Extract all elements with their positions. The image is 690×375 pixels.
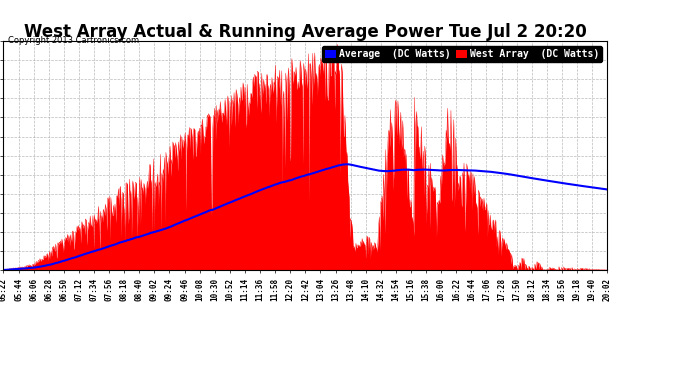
Legend: Average  (DC Watts), West Array  (DC Watts): Average (DC Watts), West Array (DC Watts… <box>322 46 602 62</box>
Title: West Array Actual & Running Average Power Tue Jul 2 20:20: West Array Actual & Running Average Powe… <box>24 23 586 41</box>
Text: Copyright 2013 Cartronics.com: Copyright 2013 Cartronics.com <box>8 36 139 45</box>
